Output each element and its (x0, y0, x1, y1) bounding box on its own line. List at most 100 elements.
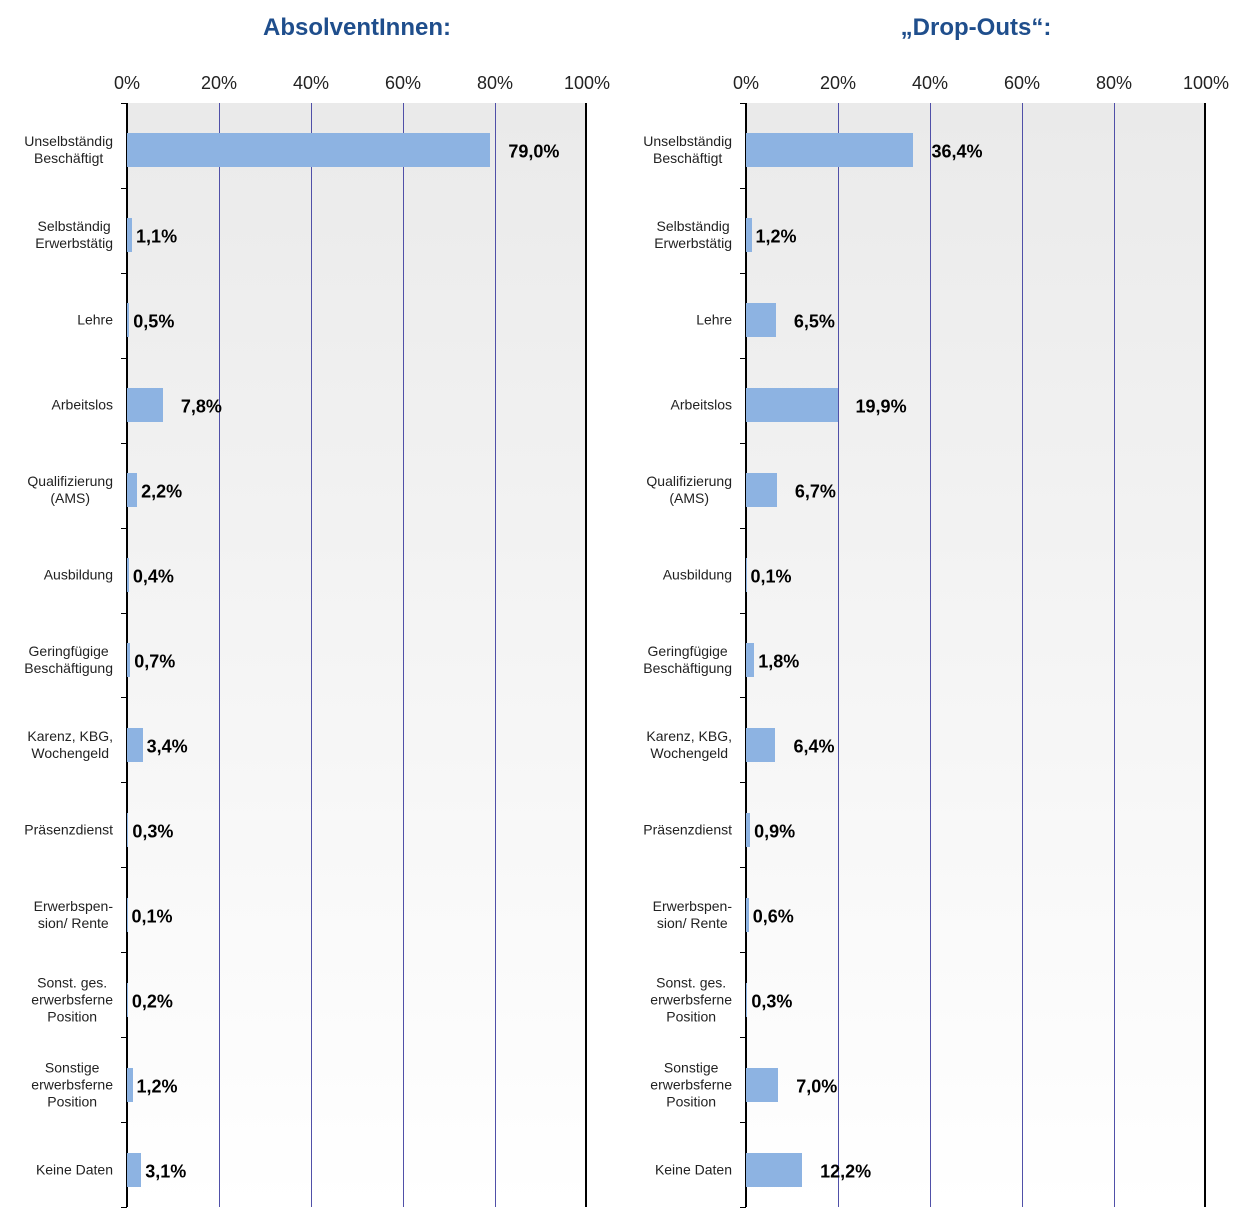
value-label: 6,7% (795, 482, 836, 503)
value-label: 7,0% (796, 1076, 837, 1097)
value-label: 1,2% (137, 1076, 178, 1097)
value-label: 6,5% (794, 312, 835, 333)
category-label: Selbständig Erwerbstätig (35, 218, 113, 252)
y-tick (121, 358, 127, 359)
value-label: 0,1% (131, 906, 172, 927)
grid-line (403, 103, 404, 1207)
value-label: 36,4% (931, 142, 982, 163)
x-tick-label: 20% (179, 73, 259, 94)
bar (746, 303, 776, 337)
bar (127, 643, 130, 677)
value-label: 1,8% (758, 652, 799, 673)
value-label: 6,4% (793, 736, 834, 757)
category-label: Sonst. ges. erwerbsferne Position (31, 974, 113, 1025)
grid-line (1114, 103, 1115, 1207)
x-tick-label: 0% (87, 73, 167, 94)
category-label: Präsenzdienst (643, 821, 732, 838)
category-label: Geringfügige Beschäftigung (643, 643, 732, 677)
category-label: Qualifizierung (AMS) (646, 473, 732, 507)
category-label: Ausbildung (44, 567, 113, 584)
x-tick-label: 0% (706, 73, 786, 94)
category-label: Qualifizierung (AMS) (27, 473, 113, 507)
bar (746, 983, 747, 1017)
value-label: 0,7% (134, 652, 175, 673)
value-label: 1,1% (136, 227, 177, 248)
y-tick (740, 1122, 746, 1123)
grid-line (1022, 103, 1023, 1207)
bar (746, 218, 752, 252)
bar (746, 1153, 802, 1187)
category-label: Unselbständig Beschäftigt (24, 133, 113, 167)
category-label: Geringfügige Beschäftigung (24, 643, 113, 677)
category-label: Lehre (696, 312, 732, 329)
y-tick (121, 697, 127, 698)
y-tick (740, 952, 746, 953)
y-tick (121, 1122, 127, 1123)
bar (127, 473, 137, 507)
category-label: Sonstige erwerbsferne Position (31, 1059, 113, 1110)
y-tick (121, 528, 127, 529)
x-tick-label: 80% (455, 73, 535, 94)
grid-line (930, 103, 931, 1207)
chart-title: „Drop-Outs“: (776, 14, 1176, 42)
category-label: Erwerbspen- sion/ Rente (653, 898, 732, 932)
bar (746, 813, 750, 847)
y-tick (740, 103, 746, 104)
grid-line (495, 103, 496, 1207)
y-tick (740, 188, 746, 189)
value-label: 0,9% (754, 821, 795, 842)
category-label: Unselbständig Beschäftigt (643, 133, 732, 167)
y-tick (740, 1037, 746, 1038)
value-label: 0,3% (751, 991, 792, 1012)
chart-title: AbsolventInnen: (157, 14, 557, 42)
bar (746, 728, 775, 762)
category-label: Karenz, KBG, Wochengeld (27, 728, 113, 762)
category-label: Sonst. ges. erwerbsferne Position (650, 974, 732, 1025)
y-tick (121, 273, 127, 274)
value-label: 19,9% (856, 397, 907, 418)
x-tick-label: 40% (271, 73, 351, 94)
bar (127, 983, 128, 1017)
grid-line (219, 103, 220, 1207)
value-label: 7,8% (181, 397, 222, 418)
bar (746, 133, 913, 167)
plot-area (127, 103, 587, 1207)
bar (746, 388, 838, 422)
bar (127, 813, 128, 847)
bar (127, 133, 490, 167)
x-tick-label: 100% (1166, 73, 1235, 94)
y-tick (740, 867, 746, 868)
bar (127, 558, 129, 592)
x-tick-label: 100% (547, 73, 627, 94)
plot-border (1204, 103, 1206, 1207)
category-label: Präsenzdienst (24, 821, 113, 838)
bar (127, 1153, 141, 1187)
y-tick (121, 443, 127, 444)
plot-border (585, 103, 587, 1207)
value-label: 12,2% (820, 1161, 871, 1182)
y-tick (740, 443, 746, 444)
value-label: 0,6% (753, 906, 794, 927)
bar (127, 1068, 133, 1102)
y-tick (740, 358, 746, 359)
y-tick (121, 867, 127, 868)
bar (746, 1068, 778, 1102)
category-label: Lehre (77, 312, 113, 329)
bar (127, 303, 129, 337)
category-label: Keine Daten (655, 1161, 732, 1178)
x-tick-label: 60% (363, 73, 443, 94)
plot-area (746, 103, 1206, 1207)
y-tick (740, 782, 746, 783)
category-label: Arbeitslos (52, 397, 113, 414)
category-label: Keine Daten (36, 1161, 113, 1178)
x-tick-label: 80% (1074, 73, 1154, 94)
y-tick (121, 782, 127, 783)
bar (127, 728, 143, 762)
bar (746, 898, 749, 932)
category-label: Ausbildung (663, 567, 732, 584)
y-tick (740, 273, 746, 274)
bar (127, 388, 163, 422)
category-label: Selbständig Erwerbstätig (654, 218, 732, 252)
bar (127, 218, 132, 252)
